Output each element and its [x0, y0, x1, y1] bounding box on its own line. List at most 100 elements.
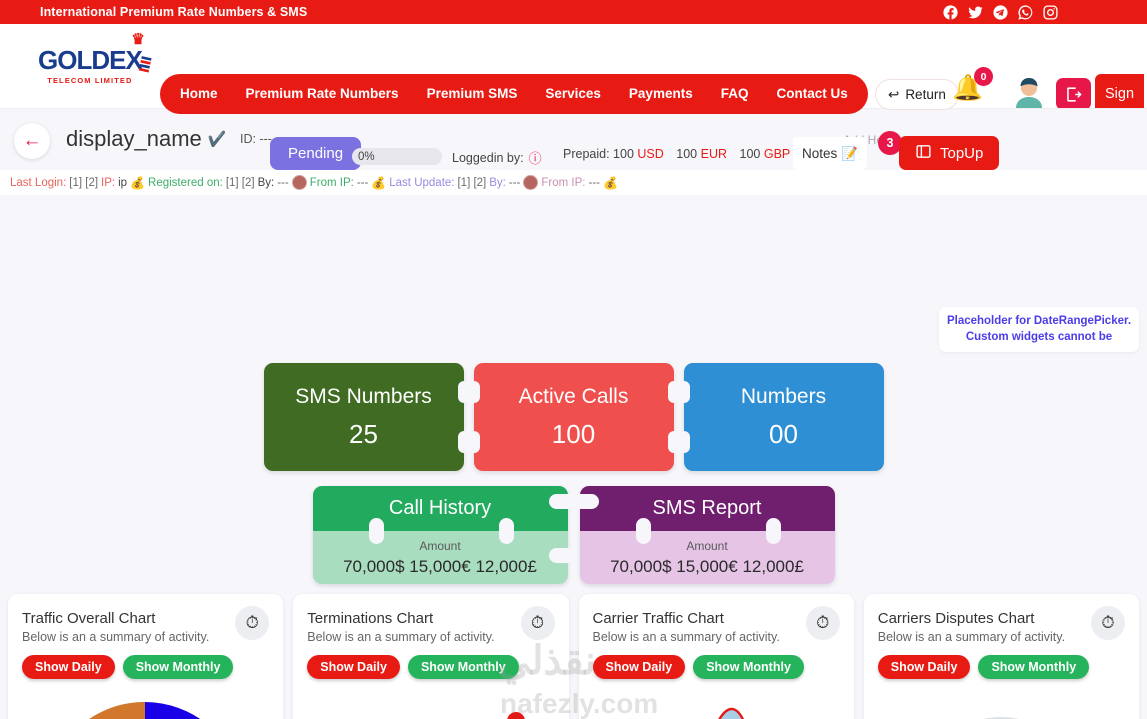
- show-monthly-button[interactable]: Show Monthly: [122, 655, 234, 679]
- amount-value: 70,000$ 15,000€ 12,000£: [610, 556, 804, 576]
- connector-knob: [667, 431, 680, 453]
- mini-avatar-icon: [291, 175, 307, 190]
- crown-icon: ♛: [131, 31, 144, 48]
- stat-label: SMS Numbers: [295, 384, 432, 408]
- clock-refresh-icon[interactable]: ⏱: [805, 606, 840, 640]
- notes-button[interactable]: Notes 📝: [793, 137, 868, 170]
- pie-chart-traffic-overall: [8, 702, 283, 719]
- connector-knob: [457, 381, 470, 403]
- last-update-label: Last Update:: [389, 176, 455, 189]
- chart-card-traffic-overall[interactable]: Traffic Overall Chart Below is an a summ…: [8, 594, 284, 719]
- nav-item-faq[interactable]: FAQ: [720, 86, 749, 101]
- clock-refresh-icon[interactable]: ⏱: [520, 606, 555, 640]
- last-update-links[interactable]: [1] [2]: [457, 176, 487, 189]
- clock-refresh-icon[interactable]: ⏱: [1091, 606, 1125, 640]
- chart-toggle-buttons: Show Daily Show Monthly: [592, 655, 840, 679]
- registered-by-label: By:: [257, 176, 275, 189]
- telegram-icon[interactable]: [992, 4, 1009, 21]
- status-badge[interactable]: Pending: [270, 137, 362, 170]
- warning-circle-icon[interactable]: ⓘ: [528, 151, 542, 166]
- registered-on-links[interactable]: [1] [2]: [225, 176, 255, 189]
- chart-toggle-buttons: Show Daily Show Monthly: [307, 655, 554, 679]
- nav-item-premium-sms[interactable]: Premium SMS: [426, 86, 518, 101]
- daterange-picker-placeholder[interactable]: Placeholder for DateRangePicker. Custom …: [939, 307, 1139, 353]
- nav-item-contact-us[interactable]: Contact Us: [776, 86, 848, 101]
- stat-label: Active Calls: [518, 384, 629, 408]
- topup-card-icon: [915, 143, 932, 164]
- show-monthly-button[interactable]: Show Monthly: [693, 655, 804, 679]
- avatar[interactable]: [1012, 74, 1046, 108]
- balance-1-amount: 100: [676, 147, 698, 161]
- facebook-icon[interactable]: [942, 4, 959, 21]
- social-links: [942, 0, 1059, 24]
- from-ip-label: From IP:: [309, 176, 354, 189]
- stat-card-active-calls[interactable]: Active Calls 100: [467, 363, 680, 471]
- instagram-icon[interactable]: [1042, 4, 1059, 21]
- logout-button[interactable]: [1056, 78, 1091, 110]
- whatsapp-icon[interactable]: [1017, 4, 1034, 21]
- logo-tagline: TELECOM LIMITED: [47, 76, 133, 85]
- balance-0-amount: 100: [613, 147, 634, 161]
- area-chart-carrier-traffic: [579, 702, 854, 719]
- brand-logo[interactable]: GOLDEX ♛ TELECOM LIMITED: [38, 32, 152, 85]
- nav-item-services[interactable]: Services: [545, 86, 601, 101]
- site-header: GOLDEX ♛ TELECOM LIMITED Home: [0, 24, 1147, 114]
- stat-value: 100: [551, 418, 596, 449]
- registered-by-value: ---: [277, 176, 289, 189]
- nav-item-payments[interactable]: Payments: [628, 86, 693, 101]
- stat-cards-row: SMS Numbers 25 Active Calls 100 Numbers …: [0, 363, 1147, 471]
- stat-card-numbers[interactable]: Numbers 00: [677, 363, 884, 471]
- stat-card-sms-numbers[interactable]: SMS Numbers 25: [263, 363, 470, 471]
- from-ip-value: ---: [356, 176, 369, 189]
- show-daily-button[interactable]: Show Daily: [877, 655, 971, 679]
- note-add-icon: 📝: [841, 145, 859, 161]
- last-update-by-label: By:: [489, 176, 506, 189]
- balance-2-currency: GBP: [763, 147, 791, 161]
- last-login-links[interactable]: [1] [2]: [69, 176, 99, 189]
- money-question-icon-3[interactable]: 💰: [602, 175, 618, 190]
- back-button[interactable]: ←: [14, 123, 50, 159]
- verified-badge-icon: ✔️: [207, 131, 227, 148]
- balance-0-currency: USD: [637, 147, 664, 161]
- chart-title: Carriers Disputes Chart: [877, 610, 1035, 627]
- return-button[interactable]: ↩ Return: [876, 80, 958, 109]
- balance-2-amount: 100: [739, 147, 761, 161]
- show-monthly-button[interactable]: Show Monthly: [407, 655, 519, 679]
- summary-card-call-history[interactable]: Call History Amount 70,000$ 15,000€ 12,0…: [312, 486, 575, 584]
- notifications-button[interactable]: 🔔 0: [952, 67, 993, 101]
- summary-card-sms-report[interactable]: SMS Report Amount 70,000$ 15,000€ 12,000…: [572, 486, 835, 584]
- chart-subtitle: Below is an a summary of activity.: [22, 630, 210, 644]
- chart-subtitle: Below is an a summary of activity.: [592, 630, 780, 644]
- clock-refresh-icon[interactable]: ⏱: [235, 606, 270, 640]
- money-question-icon[interactable]: 💰: [130, 175, 146, 190]
- ip-label: IP:: [101, 176, 116, 189]
- return-label: Return: [905, 87, 946, 102]
- top-bar-title: International Premium Rate Numbers & SMS: [40, 5, 308, 19]
- chart-card-carriers-disputes[interactable]: Carriers Disputes Chart Below is an a su…: [863, 594, 1139, 719]
- main-navigation: Home Premium Rate Numbers Premium SMS Se…: [160, 74, 868, 114]
- twitter-icon[interactable]: [967, 4, 984, 21]
- connector-knob: [667, 381, 680, 403]
- show-monthly-button[interactable]: Show Monthly: [978, 655, 1090, 679]
- money-question-icon-2[interactable]: 💰: [371, 175, 387, 190]
- from-ip2-value: ---: [588, 176, 600, 189]
- chart-card-carrier-traffic[interactable]: Carrier Traffic Chart Below is an a summ…: [578, 594, 854, 719]
- show-daily-button[interactable]: Show Daily: [592, 655, 686, 679]
- topup-button[interactable]: TopUp: [899, 136, 1000, 170]
- sign-in-button[interactable]: Sign: [1095, 74, 1145, 114]
- id-label: ID:: [240, 132, 256, 146]
- show-daily-button[interactable]: Show Daily: [307, 655, 400, 679]
- arrow-return-icon: ↩: [888, 86, 900, 102]
- logo-wordmark: GOLDEX ♛: [38, 32, 152, 73]
- notification-count-badge: 0: [974, 67, 993, 86]
- nav-item-premium-rate-numbers[interactable]: Premium Rate Numbers: [245, 86, 399, 101]
- id-value: ---: [259, 132, 272, 146]
- chart-card-terminations[interactable]: Terminations Chart Below is an a summary…: [293, 594, 569, 719]
- connector-knob: [765, 518, 781, 544]
- chart-title: Terminations Chart: [307, 610, 434, 627]
- chart-title: Carrier Traffic Chart: [592, 610, 724, 627]
- nav-item-home[interactable]: Home: [180, 86, 218, 101]
- connector-knob: [467, 431, 480, 453]
- show-daily-button[interactable]: Show Daily: [22, 655, 115, 679]
